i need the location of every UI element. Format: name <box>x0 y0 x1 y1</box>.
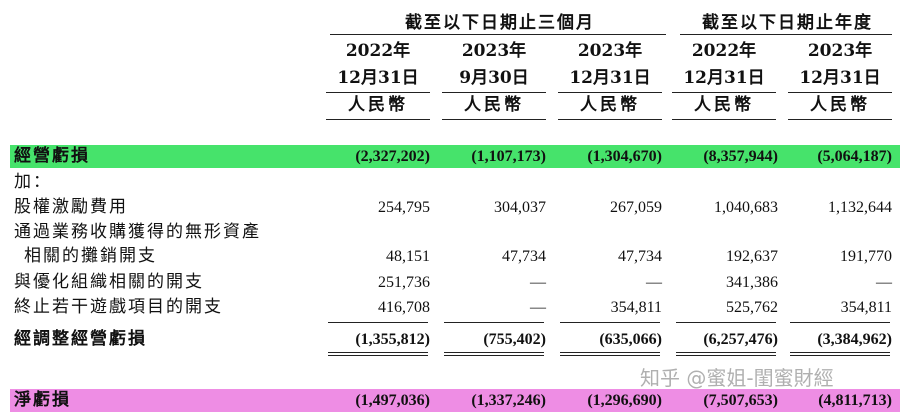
cell-value: (6,257,476) <box>703 331 778 348</box>
subtotal-rule <box>560 322 660 323</box>
cell-value: — <box>876 274 892 291</box>
cell-value: (5,064,187) <box>817 148 892 165</box>
row-label: 經營虧損 <box>14 146 90 166</box>
subtotal-rule <box>444 322 544 323</box>
cell-value: 525,762 <box>726 299 778 316</box>
cell-value: 416,708 <box>378 299 430 316</box>
column-header-year: 2022年 <box>691 41 757 61</box>
cell-value: (1,497,036) <box>355 392 430 409</box>
total-double-rule <box>328 352 428 356</box>
cell-value: (8,357,944) <box>703 148 778 165</box>
cell-value: 304,037 <box>494 199 546 216</box>
row-organization-optimization: 與優化組織相關的開支 251,736 — — 341,386 — <box>10 271 900 294</box>
row-label: 終止若干遊戲項目的開支 <box>14 297 223 317</box>
column-header-date: 12月31日 <box>337 68 419 88</box>
cell-value: (1,355,812) <box>355 331 430 348</box>
row-label: 股權激勵費用 <box>14 197 128 217</box>
group-header-three-months: 截至以下日期止三個月 <box>405 13 595 33</box>
cell-value: (7,507,653) <box>703 392 778 409</box>
subtotal-rule <box>790 322 890 323</box>
row-adjusted-operating-loss: 經調整經營虧損 (1,355,812) (755,402) (635,066) … <box>10 328 900 351</box>
cell-value: 267,059 <box>610 199 662 216</box>
row-label: 與優化組織相關的開支 <box>14 272 204 292</box>
column-header-5: 2023年 12月31日 人民幣 <box>788 38 892 120</box>
row-label: 加： <box>14 172 52 192</box>
row-label: 淨虧損 <box>14 390 71 410</box>
column-header-date: 12月31日 <box>799 68 881 88</box>
row-net-loss: 淨虧損 (1,497,036) (1,337,246) (1,296,690) … <box>10 389 900 412</box>
column-header-year: 2022年 <box>345 41 411 61</box>
cell-value: (2,327,202) <box>355 148 430 165</box>
cell-value: 48,151 <box>386 248 430 265</box>
cell-value: — <box>530 299 546 316</box>
cell-value: 1,040,683 <box>714 199 778 216</box>
row-game-termination: 終止若干遊戲項目的開支 416,708 — 354,811 525,762 35… <box>10 296 900 319</box>
column-header-currency: 人民幣 <box>464 95 524 115</box>
column-header-year: 2023年 <box>577 41 643 61</box>
group-header-year-rule <box>680 34 892 35</box>
group-header-three-months-rule <box>330 34 666 35</box>
cell-value: 192,637 <box>726 248 778 265</box>
cell-value: 251,736 <box>378 274 430 291</box>
column-header-currency: 人民幣 <box>348 95 408 115</box>
subtotal-rule <box>676 322 776 323</box>
subtotal-rule <box>328 322 428 323</box>
column-header-date: 12月31日 <box>683 68 765 88</box>
row-label: 經調整經營虧損 <box>14 329 147 349</box>
cell-value: 341,386 <box>726 274 778 291</box>
total-double-rule <box>790 352 890 356</box>
watermark: 知乎 @蜜姐-閨蜜財經 <box>640 366 834 390</box>
column-header-year: 2023年 <box>461 41 527 61</box>
cell-value: (3,384,962) <box>817 331 892 348</box>
group-header-year: 截至以下日期止年度 <box>702 13 873 33</box>
column-header-2: 2023年 9月30日 人民幣 <box>442 38 546 120</box>
cell-value: 354,811 <box>840 299 892 316</box>
column-header-year: 2023年 <box>807 41 873 61</box>
cell-value: (1,337,246) <box>471 392 546 409</box>
row-label: 通過業務收購獲得的無形資產 <box>14 222 261 242</box>
cell-value: 191,770 <box>840 248 892 265</box>
cell-value: (1,107,173) <box>471 148 546 165</box>
cell-value: 354,811 <box>610 299 662 316</box>
row-add: 加： <box>10 171 900 194</box>
column-header-date: 12月31日 <box>569 68 651 88</box>
column-header-1: 2022年 12月31日 人民幣 <box>326 38 430 120</box>
cell-value: 47,734 <box>502 248 546 265</box>
row-intangible-assets: 通過業務收購獲得的無形資產 <box>10 221 900 244</box>
cell-value: 47,734 <box>618 248 662 265</box>
cell-value: — <box>530 274 546 291</box>
total-double-rule <box>444 352 544 356</box>
cell-value: (1,304,670) <box>587 148 662 165</box>
total-double-rule <box>676 352 776 356</box>
cell-value: (755,402) <box>483 331 546 348</box>
cell-value: 254,795 <box>378 199 430 216</box>
column-header-currency: 人民幣 <box>580 95 640 115</box>
cell-value: (1,296,690) <box>587 392 662 409</box>
column-header-3: 2023年 12月31日 人民幣 <box>558 38 662 120</box>
row-label: 相關的攤銷開支 <box>24 246 157 266</box>
cell-value: 1,132,644 <box>828 199 892 216</box>
total-double-rule <box>560 352 660 356</box>
cell-value: (635,066) <box>599 331 662 348</box>
row-amortization: 相關的攤銷開支 48,151 47,734 47,734 192,637 191… <box>10 245 900 268</box>
column-header-currency: 人民幣 <box>694 95 754 115</box>
column-header-4: 2022年 12月31日 人民幣 <box>672 38 776 120</box>
column-header-date: 9月30日 <box>459 68 529 88</box>
row-operating-loss: 經營虧損 (2,327,202) (1,107,173) (1,304,670)… <box>10 145 900 168</box>
cell-value: (4,811,713) <box>818 392 892 409</box>
column-header-currency: 人民幣 <box>810 95 870 115</box>
row-share-based-compensation: 股權激勵費用 254,795 304,037 267,059 1,040,683… <box>10 196 900 219</box>
cell-value: — <box>646 274 662 291</box>
